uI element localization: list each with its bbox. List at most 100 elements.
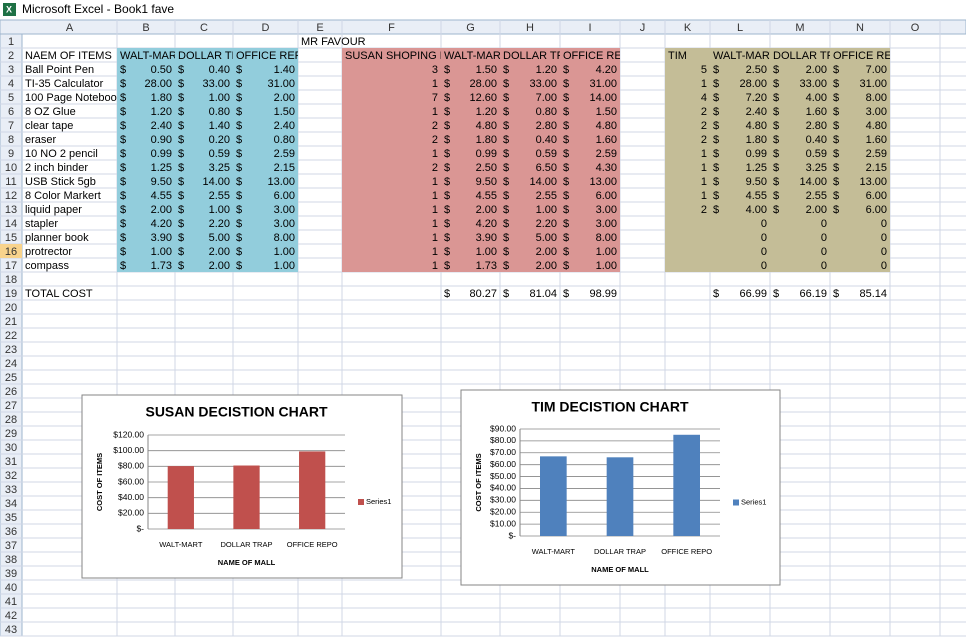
cell-text: 3.90 [151, 232, 172, 244]
cell-text: $ [833, 148, 839, 160]
y-tick-label: $- [508, 530, 516, 540]
cell-text: $ [563, 190, 569, 202]
cell-text: 4.55 [746, 190, 767, 202]
cell-text: $ [503, 92, 509, 104]
cell-text: $ [444, 120, 450, 132]
cell-text: 6.00 [596, 190, 617, 202]
column-letter: E [316, 22, 323, 34]
cell-text: 5 [701, 64, 707, 76]
cell-text: 0.40 [536, 134, 557, 146]
cell-text: 8 Color Markert [25, 190, 101, 202]
cell-text: $ [773, 176, 779, 188]
cell-text: $ [773, 120, 779, 132]
y-tick-label: $90.00 [490, 423, 516, 433]
cell-text: 1.40 [209, 120, 230, 132]
cell-text: 1.00 [596, 260, 617, 272]
cell-text: 2.59 [866, 148, 887, 160]
cell-text: $ [833, 176, 839, 188]
cell-text: stapler [25, 218, 58, 230]
cell-text: 2.50 [476, 162, 497, 174]
column-letter: F [388, 22, 395, 34]
row-number: 15 [5, 232, 17, 244]
row-number: 2 [8, 50, 14, 62]
cell-text: 2.55 [806, 190, 827, 202]
cell-text: 0.99 [151, 148, 172, 160]
cell-clip: SUSAN SHOPING LIST [345, 50, 441, 62]
cell-text: 0.80 [209, 106, 230, 118]
cell-text: $ [120, 92, 126, 104]
cell-text: $ [563, 78, 569, 90]
column-letter: G [466, 22, 475, 34]
cell-text: 3.00 [596, 218, 617, 230]
cell-text: 14.00 [589, 92, 617, 104]
cell-text: $ [236, 78, 242, 90]
cell-clip: 100 Page Notebook [25, 92, 117, 104]
column-letter: M [795, 22, 804, 34]
cell-text: 33.00 [202, 78, 230, 90]
cell-text: $ [444, 246, 450, 258]
cell-text: $ [713, 148, 719, 160]
cell-text: $ [120, 148, 126, 160]
cell-text: 1.60 [866, 134, 887, 146]
cell-text: $ [563, 218, 569, 230]
cell-text: 2.59 [596, 148, 617, 160]
cell-clip: DOLLAR TRAP [503, 50, 560, 62]
cell-clip: TIM [668, 50, 687, 62]
cell-clip: eraser [25, 134, 57, 146]
row-number: 3 [8, 64, 14, 76]
row-number: 38 [5, 554, 17, 566]
cell-text: 1.80 [151, 92, 172, 104]
cell-text: $ [236, 64, 242, 76]
cell-text: $ [713, 134, 719, 146]
x-axis-title: NAME OF MALL [591, 565, 649, 574]
cell-text: 2 [432, 134, 438, 146]
cell-text: 31.00 [267, 78, 295, 90]
cell-text: 0 [821, 218, 827, 230]
cell-text: 3.25 [806, 162, 827, 174]
cell-text: 1 [432, 78, 438, 90]
cell-text: 2.00 [536, 260, 557, 272]
bar [299, 451, 326, 529]
cell-text: 0 [761, 246, 767, 258]
row-number: 26 [5, 386, 17, 398]
cell-text: $ [563, 64, 569, 76]
cell-clip: 2 inch binder [25, 162, 88, 174]
cell-text: $ [833, 190, 839, 202]
cell-text: 0 [821, 246, 827, 258]
cell-text: $ [178, 176, 184, 188]
cell-text: $ [563, 176, 569, 188]
row-number: 41 [5, 596, 17, 608]
bar [540, 456, 567, 536]
cell-text: 13.00 [589, 176, 617, 188]
cell-text: 85.14 [859, 288, 887, 300]
cell-text: eraser [25, 134, 57, 146]
cell-text: 1.00 [274, 260, 295, 272]
cell-text: $ [503, 204, 509, 216]
cell-text: $ [120, 106, 126, 118]
cell-text: $ [120, 260, 126, 272]
y-axis-title: COST OF ITEMS [474, 453, 483, 511]
cell-text: 80.27 [469, 288, 497, 300]
cell-text: 5.00 [536, 232, 557, 244]
row-number: 5 [8, 92, 14, 104]
row-number: 42 [5, 610, 17, 622]
cell-text: $ [120, 134, 126, 146]
row-number: 40 [5, 582, 17, 594]
cell-text: $ [236, 232, 242, 244]
cell-text: $ [178, 162, 184, 174]
cell-clip: protrector [25, 246, 72, 258]
cell-text: 4 [701, 92, 707, 104]
cell-text: $ [178, 246, 184, 258]
row-number: 13 [5, 204, 17, 216]
cell-text: 2.40 [274, 120, 295, 132]
row-number: 19 [5, 288, 17, 300]
cell-text: 1 [432, 106, 438, 118]
cell-text: $ [833, 288, 839, 300]
cell-text: 4.55 [151, 190, 172, 202]
cell-text: 6.00 [274, 190, 295, 202]
cell-text: 0.50 [151, 64, 172, 76]
cell-text: 28.00 [739, 78, 767, 90]
cell-text: 9.50 [476, 176, 497, 188]
column-letter: J [640, 22, 646, 34]
cell-text: $ [713, 92, 719, 104]
